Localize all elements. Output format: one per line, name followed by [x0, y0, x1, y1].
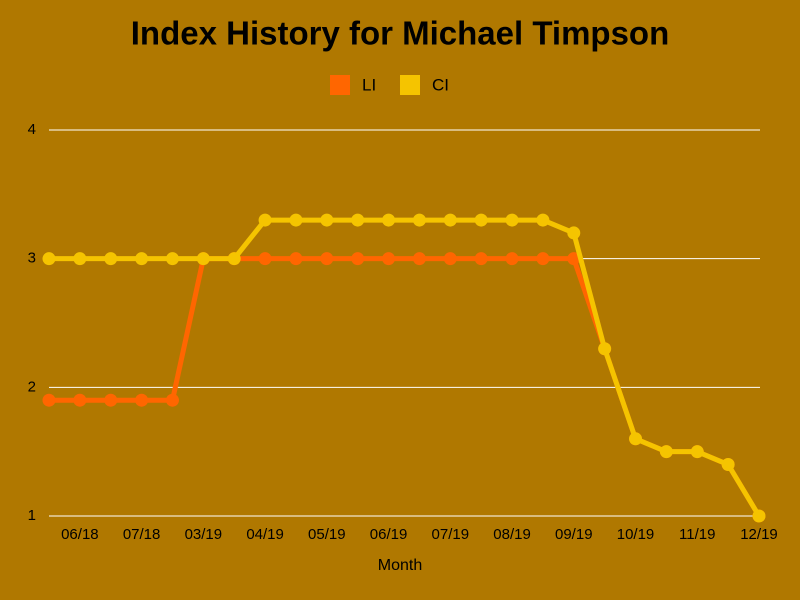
x-tick-label: 07/18 — [123, 526, 161, 543]
y-tick-label: 4 — [28, 121, 36, 138]
data-point — [536, 252, 550, 266]
data-point — [351, 252, 365, 266]
data-point — [412, 213, 426, 227]
legend-swatch — [400, 75, 420, 95]
x-tick-label: 10/19 — [617, 526, 655, 543]
data-point — [165, 252, 179, 266]
chart-title: Index History for Michael Timpson — [131, 15, 670, 52]
data-point — [196, 252, 210, 266]
data-point — [258, 213, 272, 227]
x-tick-label: 04/19 — [246, 526, 284, 543]
legend-label: CI — [432, 75, 449, 94]
data-point — [42, 393, 56, 407]
legend-label: LI — [362, 75, 376, 94]
x-tick-label: 12/19 — [740, 526, 778, 543]
data-point — [289, 213, 303, 227]
data-point — [629, 432, 643, 446]
data-point — [73, 393, 87, 407]
data-point — [289, 252, 303, 266]
data-point — [567, 252, 581, 266]
x-tick-label: 11/19 — [679, 526, 715, 543]
data-point — [721, 458, 735, 472]
data-point — [227, 252, 241, 266]
data-point — [474, 252, 488, 266]
data-point — [690, 445, 704, 459]
x-tick-label: 06/19 — [370, 526, 408, 543]
data-point — [505, 213, 519, 227]
data-point — [42, 252, 56, 266]
data-point — [412, 252, 426, 266]
y-tick-label: 1 — [28, 507, 36, 524]
y-tick-label: 3 — [28, 250, 36, 267]
data-point — [659, 445, 673, 459]
data-point — [258, 252, 272, 266]
data-point — [443, 252, 457, 266]
data-point — [320, 213, 334, 227]
x-tick-label: 09/19 — [555, 526, 593, 543]
x-tick-label: 07/19 — [432, 526, 470, 543]
data-point — [104, 393, 118, 407]
data-point — [73, 252, 87, 266]
data-point — [474, 213, 488, 227]
y-tick-label: 2 — [28, 378, 36, 395]
data-point — [104, 252, 118, 266]
data-point — [135, 252, 149, 266]
data-point — [165, 393, 179, 407]
data-point — [382, 213, 396, 227]
data-point — [598, 342, 612, 356]
legend-swatch — [330, 75, 350, 95]
data-point — [752, 509, 766, 523]
data-point — [382, 252, 396, 266]
x-tick-label: 03/19 — [185, 526, 223, 543]
data-point — [505, 252, 519, 266]
data-point — [443, 213, 457, 227]
data-point — [351, 213, 365, 227]
data-point — [567, 226, 581, 240]
data-point — [320, 252, 334, 266]
x-axis-label: Month — [378, 557, 422, 574]
x-tick-label: 05/19 — [308, 526, 346, 543]
x-tick-label: 08/19 — [493, 526, 531, 543]
x-tick-label: 06/18 — [61, 526, 99, 543]
data-point — [536, 213, 550, 227]
data-point — [135, 393, 149, 407]
